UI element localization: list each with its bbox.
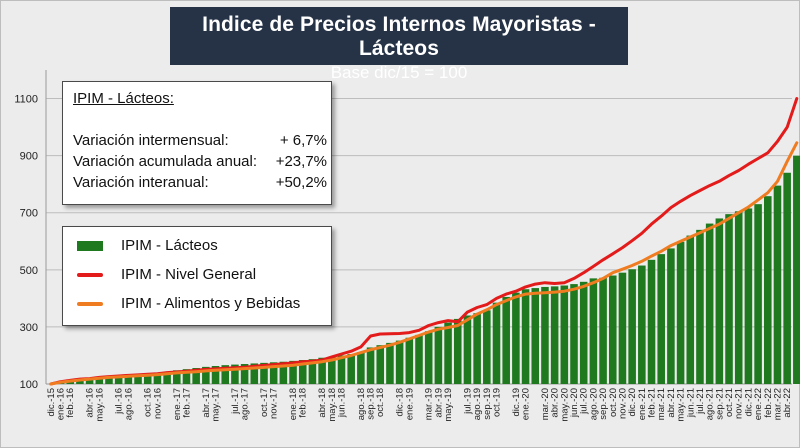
bar-lacteos [522,289,530,384]
x-tick-label: ene.-19 [404,388,415,420]
bar-lacteos [502,297,510,384]
y-tick-label: 700 [20,208,38,220]
bar-lacteos [686,236,694,384]
bar-lacteos [454,319,462,384]
info-value-monthly: + 6,7% [280,132,327,149]
x-tick-label: feb.-16 [65,388,76,418]
legend-swatch-lacteos [77,241,103,251]
bar-lacteos [396,341,404,384]
x-tick-label: abr.-22 [782,388,793,418]
x-tick-label: may.-16 [94,388,105,422]
bar-lacteos [764,196,772,384]
bar-lacteos [464,315,472,384]
x-tick-label: nov.-17 [269,388,280,419]
variation-info-box: IPIM - Lácteos: Variación intermensual: … [62,81,332,205]
bar-lacteos [619,273,627,384]
x-tick-label: ago.-16 [123,388,134,420]
y-tick-label: 1100 [14,94,38,106]
bar-lacteos [570,284,578,384]
bar-lacteos [590,278,598,384]
bar-lacteos [677,242,685,384]
bar-lacteos [580,282,588,384]
x-tick-label: oct.-19 [492,388,503,417]
bar-lacteos [745,208,753,384]
bar-lacteos [435,327,443,384]
bar-lacteos [367,347,375,384]
bar-lacteos [774,186,782,384]
info-value-yoy: +50,2% [276,174,327,191]
bar-lacteos [648,260,656,384]
bar-lacteos [561,286,569,384]
bar-lacteos [628,269,636,384]
bar-lacteos [493,303,501,384]
legend-label-lacteos: IPIM - Lácteos [121,237,218,254]
bar-lacteos [347,354,355,384]
x-tick-label: ago.-17 [240,388,251,420]
bar-lacteos [667,248,675,384]
info-label-ytd: Variación acumulada anual: [73,153,257,170]
info-box-heading: IPIM - Lácteos: [73,90,174,107]
legend-label-nivel-general: IPIM - Nivel General [121,266,256,283]
bar-lacteos [657,254,665,384]
bar-lacteos [551,286,559,384]
legend-swatch-alimentos [77,302,103,306]
chart-title: Indice de Precios Internos Mayoristas - … [170,13,628,61]
bar-lacteos [376,345,384,384]
bar-lacteos [706,224,714,384]
x-tick-label: may.-19 [443,388,454,422]
x-tick-label: ene.-20 [521,388,532,420]
bar-lacteos [638,266,646,384]
bar-lacteos [444,323,452,384]
bar-lacteos [783,173,791,384]
bar-lacteos [735,211,743,384]
x-tick-label: may.-17 [211,388,222,422]
y-tick-label: 100 [20,379,38,391]
x-tick-label: nov.-16 [152,388,163,419]
chart-subtitle: Base dic/15 = 100 [170,63,628,83]
bar-lacteos [357,352,365,384]
legend-label-alimentos: IPIM - Alimentos y Bebidas [121,295,300,312]
info-value-ytd: +23,7% [276,153,327,170]
bar-lacteos [716,218,724,384]
chart-legend: IPIM - Lácteos IPIM - Nivel General IPIM… [62,226,332,326]
bar-lacteos [425,331,433,384]
y-tick-label: 500 [20,265,38,277]
info-label-yoy: Variación interanual: [73,174,209,191]
bar-lacteos [609,276,617,384]
bar-lacteos [483,310,491,384]
bar-lacteos [415,335,423,384]
x-tick-label: oct.-18 [375,388,386,417]
bar-lacteos [599,278,607,384]
bar-lacteos [406,338,414,384]
legend-swatch-nivel-general [77,273,103,277]
chart-title-box: Indice de Precios Internos Mayoristas - … [170,7,628,65]
x-tick-label: jun.-18 [336,388,347,418]
bar-lacteos [754,204,762,384]
bar-lacteos [725,214,733,384]
x-tick-label: feb.-17 [181,388,192,418]
bar-lacteos [531,288,539,384]
bar-lacteos [512,293,520,384]
x-tick-label: feb.-18 [298,388,309,418]
y-tick-label: 900 [20,151,38,163]
bar-lacteos [793,156,800,384]
y-tick-label: 300 [20,322,38,334]
info-label-monthly: Variación intermensual: [73,132,229,149]
bar-lacteos [386,343,394,384]
bar-lacteos [696,230,704,384]
bar-lacteos [541,287,549,384]
bar-lacteos [473,313,481,384]
